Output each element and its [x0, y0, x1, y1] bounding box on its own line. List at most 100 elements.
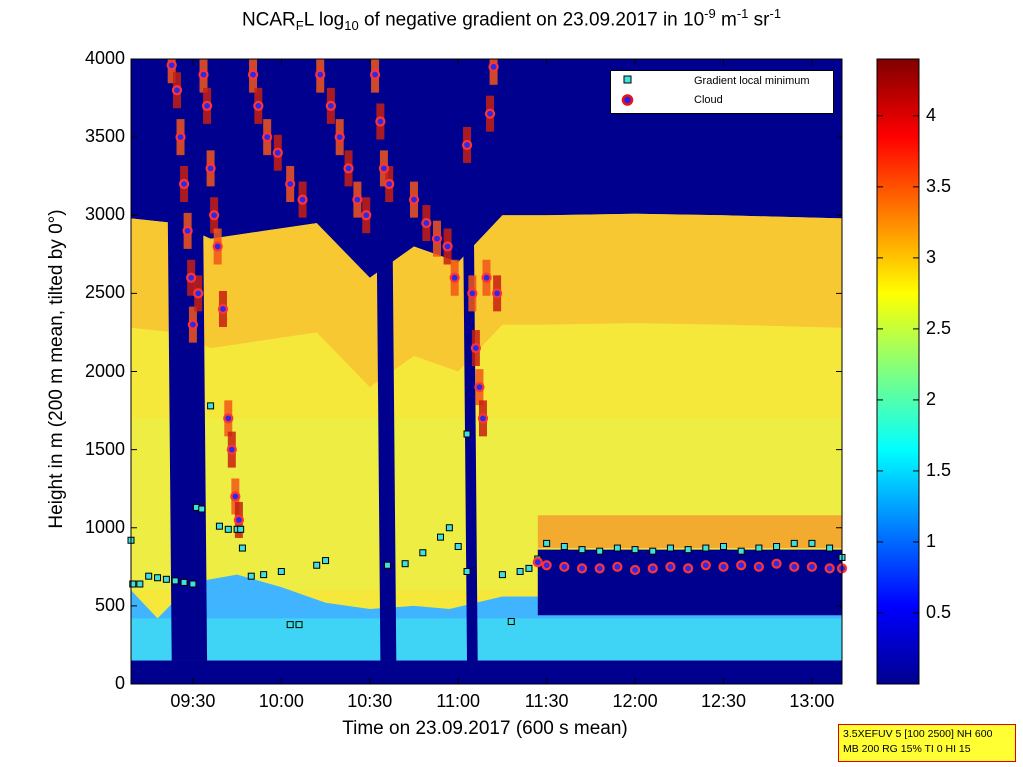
cloud-point: [272, 147, 283, 158]
gradient-min-point: [790, 539, 798, 547]
colorbar-tick-label: 1: [926, 530, 937, 551]
gradient-min-point: [720, 543, 727, 550]
clear-gap-1: [375, 59, 397, 661]
gradient-min-point: [755, 544, 763, 552]
clear-gap-2: [461, 59, 478, 661]
cloud-point: [325, 100, 336, 111]
cloud-point: [297, 194, 308, 205]
y-axis-label: Height in m (200 m mean, tilted by 0°): [46, 209, 67, 529]
colorbar-tick-label: 4: [926, 104, 937, 125]
info-box: 3.5XEFUV 5 [100 2500] NH 600 MB 200 RG 1…: [838, 724, 1016, 762]
gradient-min-point: [401, 560, 409, 568]
colorbar-tick-label: 2: [926, 388, 937, 409]
gradient-min-point: [826, 544, 834, 552]
surface-layer-core: [131, 618, 842, 661]
cloud-point: [594, 563, 605, 574]
gradient-min-point: [154, 574, 162, 582]
gradient-min-point: [136, 580, 144, 588]
gradient-min-point: [145, 572, 153, 580]
cloud-point: [178, 178, 190, 190]
gradient-min-point: [277, 568, 285, 575]
x-tick-label: 11:30: [524, 691, 569, 711]
x-tick-label: 10:00: [258, 691, 304, 711]
cloud-point: [205, 163, 216, 174]
cloud-point: [477, 413, 489, 424]
cloud-point: [384, 178, 395, 190]
gradient-min-point: [507, 618, 515, 625]
cloud-point: [187, 319, 199, 330]
y-tick-label: 1500: [84, 438, 125, 459]
gradient-min-point: [286, 621, 294, 629]
x-tick-label: 13:00: [789, 691, 835, 711]
cloud-point: [488, 61, 499, 72]
y-tick-label: 3000: [84, 204, 125, 225]
cloud-point: [186, 272, 197, 283]
cloud-point: [209, 210, 220, 221]
cloud-point: [718, 561, 729, 572]
x-axis-label: Time on 23.09.2017 (600 s mean): [342, 718, 628, 739]
colorbar-tick-label: 3.5: [926, 175, 952, 196]
cloud-point: [233, 514, 244, 526]
cloud-point: [334, 132, 345, 143]
gradient-min-point: [419, 549, 427, 557]
cloud-point: [408, 194, 420, 205]
gradient-min-point: [773, 543, 781, 550]
colorbar-tick-label: 2.5: [926, 317, 952, 338]
colorbar-tick-label: 3: [926, 246, 937, 267]
colorbar-tick-label: 1.5: [926, 459, 952, 480]
gradient-min-point: [215, 522, 223, 530]
cloud-point: [461, 139, 473, 151]
cloud-point: [474, 382, 485, 393]
cloud-point: [378, 163, 390, 174]
cloud-point: [343, 163, 354, 174]
gradient-min-point: [238, 544, 246, 552]
cloud-point: [315, 69, 326, 80]
clear-gap-0: [166, 59, 208, 661]
gradient-min-point: [207, 402, 215, 410]
y-tick-label: 2500: [84, 282, 125, 303]
cloud-point: [175, 132, 186, 143]
cloud-point: [467, 288, 478, 299]
cloud-point: [789, 561, 800, 572]
gradient-min-point: [525, 564, 533, 572]
info-line-1: 3.5XEFUV 5 [100 2500] NH 600: [843, 728, 993, 740]
cloud-point: [442, 241, 453, 252]
cloud-point: [431, 233, 443, 244]
cloud-point: [492, 288, 503, 299]
ground-strip: [131, 660, 842, 684]
gradient-min-point: [198, 505, 206, 513]
cloud-point: [421, 217, 432, 229]
gradient-min-point: [516, 568, 524, 575]
cloud-point: [771, 558, 782, 569]
boundary-dark-band: [537, 549, 842, 616]
cloud-point: [484, 108, 496, 119]
gradient-min-point: [649, 547, 657, 555]
legend-label-min: Gradient local minimum: [694, 75, 810, 87]
cloud-point: [481, 272, 492, 283]
gradient-min-point: [180, 578, 188, 586]
gradient-min-point: [224, 525, 232, 533]
gradient-min-point: [237, 525, 245, 533]
field-layers: [131, 59, 842, 684]
gradient-min-point: [578, 546, 586, 554]
cloud-point: [449, 272, 460, 283]
gradient-min-point: [445, 524, 453, 532]
gradient-min-point: [129, 580, 137, 588]
cloud-point: [532, 557, 543, 568]
cloud-point: [559, 561, 570, 572]
x-tick-label: 09:30: [170, 691, 216, 711]
cloud-point: [369, 69, 381, 80]
y-tick-label: 3500: [84, 126, 125, 147]
cloud-point: [665, 561, 676, 572]
cloud-point: [375, 116, 386, 127]
colorbar-ticks: [877, 115, 919, 614]
cloud-point: [541, 560, 552, 571]
cloud-point: [470, 342, 481, 354]
cloud-point: [612, 561, 623, 572]
cloud-point: [262, 132, 273, 143]
gradient-min-point: [613, 544, 621, 552]
x-tick-label: 11:00: [436, 691, 481, 711]
chart-title: NCARFL log10 of negative gradient on 23.…: [241, 6, 782, 34]
y-tick-label: 4000: [84, 48, 125, 68]
boundary-orange-band: [537, 515, 842, 549]
